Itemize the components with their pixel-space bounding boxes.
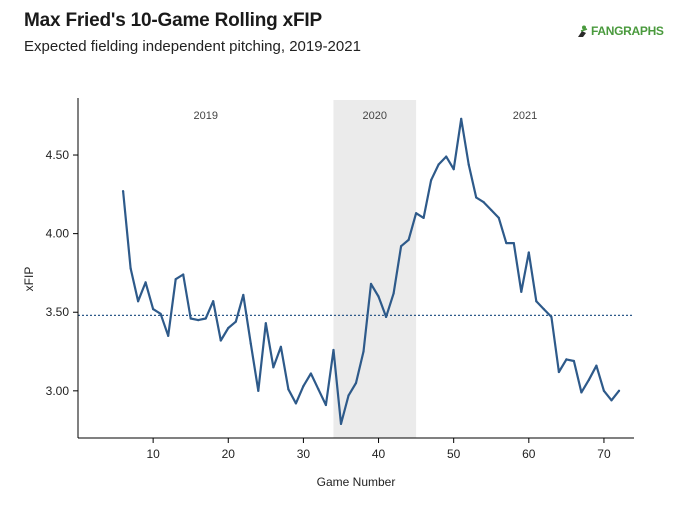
data-point — [430, 179, 433, 182]
data-point — [437, 163, 440, 166]
data-point — [520, 290, 523, 293]
data-point — [610, 399, 613, 402]
data-point — [204, 317, 207, 320]
data-point — [159, 312, 162, 315]
data-point — [617, 389, 621, 392]
data-point — [354, 381, 358, 385]
data-point — [249, 342, 252, 345]
data-point — [415, 212, 418, 215]
y-tick-label: 3.50 — [46, 305, 70, 319]
data-point — [137, 300, 140, 303]
chart-subtitle: Expected fielding independent pitching, … — [24, 38, 361, 55]
data-point — [467, 163, 470, 166]
data-point — [445, 155, 448, 158]
season-label-2019: 2019 — [193, 110, 217, 122]
data-point — [452, 168, 455, 171]
data-point — [182, 273, 185, 276]
fangraphs-logo: FANGRAPHS — [577, 24, 664, 38]
data-point — [602, 389, 606, 392]
data-point — [497, 216, 500, 220]
data-point — [377, 295, 380, 298]
data-point — [257, 389, 260, 392]
x-tick-label: 70 — [597, 447, 611, 461]
data-point — [121, 190, 125, 193]
x-axis-label: Game Number — [317, 475, 396, 489]
data-point — [512, 241, 515, 245]
x-tick-label: 50 — [447, 447, 461, 461]
data-point — [189, 317, 192, 320]
data-point — [317, 388, 320, 391]
data-point — [309, 372, 313, 375]
data-point — [242, 293, 245, 297]
data-point — [272, 366, 275, 369]
data-point — [227, 326, 230, 330]
x-tick-label: 10 — [146, 447, 160, 461]
data-point — [505, 241, 508, 245]
data-point — [490, 208, 493, 212]
x-tick-label: 40 — [372, 447, 386, 461]
data-point — [167, 334, 170, 337]
data-point — [369, 282, 373, 286]
y-tick-label: 4.50 — [46, 148, 70, 162]
y-axis-label: xFIP — [22, 267, 36, 292]
y-tick-label: 4.00 — [46, 227, 70, 241]
data-point — [550, 315, 553, 319]
data-point — [347, 394, 350, 397]
data-point — [324, 403, 328, 407]
data-point — [482, 201, 485, 204]
data-point — [129, 267, 132, 270]
y-tick-label: 3.00 — [46, 384, 70, 398]
data-point — [595, 364, 598, 367]
fangraphs-mark-icon — [578, 25, 588, 37]
x-tick-label: 60 — [522, 447, 536, 461]
data-point — [399, 245, 403, 248]
data-point — [392, 292, 395, 295]
chart-title: Max Fried's 10-Game Rolling xFIP — [24, 10, 322, 31]
data-point — [384, 315, 388, 319]
data-point — [279, 345, 282, 348]
data-point — [565, 358, 568, 361]
data-point — [527, 251, 530, 254]
data-point — [422, 216, 425, 220]
data-point — [580, 391, 583, 394]
data-point — [302, 385, 305, 388]
data-point — [587, 378, 591, 381]
data-point — [332, 348, 335, 352]
data-point — [197, 318, 200, 322]
data-point — [174, 278, 177, 281]
data-point — [144, 281, 147, 284]
season-label-2021: 2021 — [513, 110, 537, 122]
data-point — [557, 370, 560, 374]
data-point — [287, 388, 290, 391]
data-point — [219, 339, 222, 342]
data-point — [460, 117, 463, 120]
data-point — [475, 196, 478, 199]
data-point — [542, 307, 545, 311]
data-point — [234, 320, 237, 323]
data-point — [407, 238, 410, 242]
x-tick-label: 20 — [222, 447, 236, 461]
season-band-2020 — [333, 100, 417, 438]
x-tick-label: 30 — [297, 447, 311, 461]
data-point — [152, 307, 155, 311]
data-point — [264, 322, 267, 325]
data-point — [535, 300, 538, 303]
data-point — [362, 350, 365, 353]
data-point — [212, 300, 215, 303]
season-label-2020: 2020 — [363, 110, 387, 122]
logo-text: FANGRAPHS — [591, 24, 664, 38]
data-point — [339, 422, 343, 425]
data-point — [572, 359, 575, 363]
data-point — [294, 402, 297, 405]
